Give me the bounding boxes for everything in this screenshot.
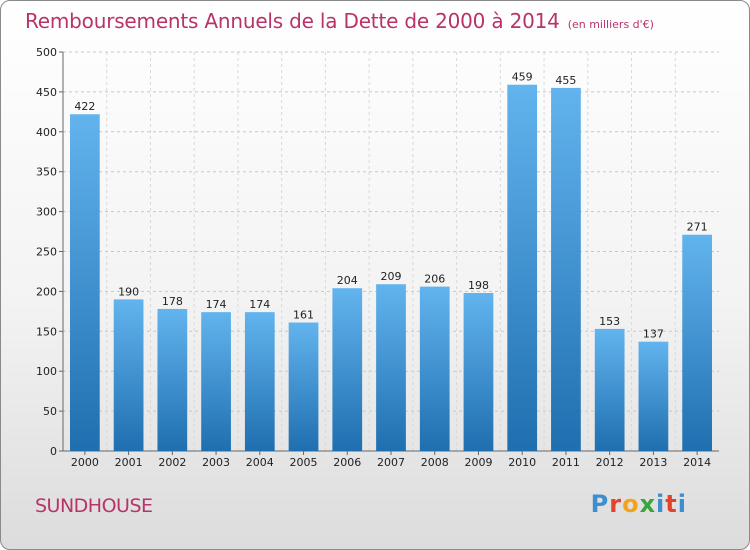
- value-label: 178: [162, 295, 183, 308]
- bar-2008: [419, 286, 450, 451]
- value-label: 271: [687, 221, 708, 234]
- x-tick-label: 2003: [202, 456, 230, 469]
- y-tick-label: 0: [50, 445, 57, 458]
- value-label: 459: [512, 71, 533, 84]
- bar-2009: [463, 292, 494, 451]
- chart-title: Remboursements Annuels de la Dette de 20…: [25, 9, 560, 33]
- x-tick-label: 2010: [508, 456, 536, 469]
- bar-2013: [638, 341, 669, 451]
- y-tick-label: 350: [36, 166, 57, 179]
- value-label: 455: [555, 74, 576, 87]
- y-tick-label: 200: [36, 285, 57, 298]
- value-label: 137: [643, 328, 664, 341]
- bar-2000: [69, 114, 100, 451]
- value-label: 161: [293, 309, 314, 322]
- value-label: 198: [468, 279, 489, 292]
- label-layer: 0 50 100 150 200 250 300 350 400 450 500 422 2000 190…: [36, 46, 711, 469]
- x-tick-label: 2011: [552, 456, 580, 469]
- x-tick-label: 2014: [683, 456, 711, 469]
- bar-2006: [332, 288, 363, 451]
- bar-layer: [69, 84, 713, 451]
- bar-2014: [682, 234, 713, 451]
- y-tick-label: 300: [36, 206, 57, 219]
- x-tick-label: 2001: [115, 456, 143, 469]
- value-label: 174: [206, 298, 227, 311]
- y-tick-label: 50: [43, 405, 57, 418]
- x-tick-label: 2006: [333, 456, 361, 469]
- bar-2007: [376, 284, 406, 451]
- value-label: 204: [337, 274, 358, 287]
- place-name: SUNDHOUSE: [35, 495, 153, 517]
- value-label: 190: [118, 285, 139, 298]
- y-tick-label: 500: [36, 46, 57, 59]
- x-tick-label: 2013: [639, 456, 667, 469]
- y-tick-label: 250: [36, 246, 57, 259]
- value-label: 206: [424, 273, 445, 286]
- x-tick-label: 2005: [290, 456, 318, 469]
- y-tick-label: 450: [36, 86, 57, 99]
- x-tick-label: 2008: [421, 456, 449, 469]
- chart-subtitle: (en milliers d'€): [567, 18, 654, 31]
- x-tick-label: 2009: [464, 456, 492, 469]
- bar-2003: [201, 312, 231, 451]
- y-tick-label: 400: [36, 126, 57, 139]
- bar-2004: [244, 312, 275, 451]
- x-tick-label: 2000: [71, 456, 99, 469]
- value-label: 209: [381, 270, 402, 283]
- value-label: 153: [599, 315, 620, 328]
- bar-2005: [288, 322, 319, 451]
- bar-2012: [594, 328, 625, 451]
- title-row: Remboursements Annuels de la Dette de 20…: [25, 9, 654, 33]
- proxiti-logo: Proxiti: [590, 490, 687, 518]
- y-tick-label: 100: [36, 365, 57, 378]
- x-tick-label: 2012: [596, 456, 624, 469]
- bar-2011: [551, 87, 581, 451]
- x-tick-label: 2007: [377, 456, 405, 469]
- bar-2010: [507, 84, 538, 451]
- bar-2001: [113, 299, 144, 451]
- x-tick-label: 2004: [246, 456, 274, 469]
- bar-2002: [157, 308, 188, 451]
- x-tick-label: 2002: [158, 456, 186, 469]
- y-tick-label: 150: [36, 325, 57, 338]
- value-label: 422: [74, 100, 95, 113]
- value-label: 174: [249, 298, 270, 311]
